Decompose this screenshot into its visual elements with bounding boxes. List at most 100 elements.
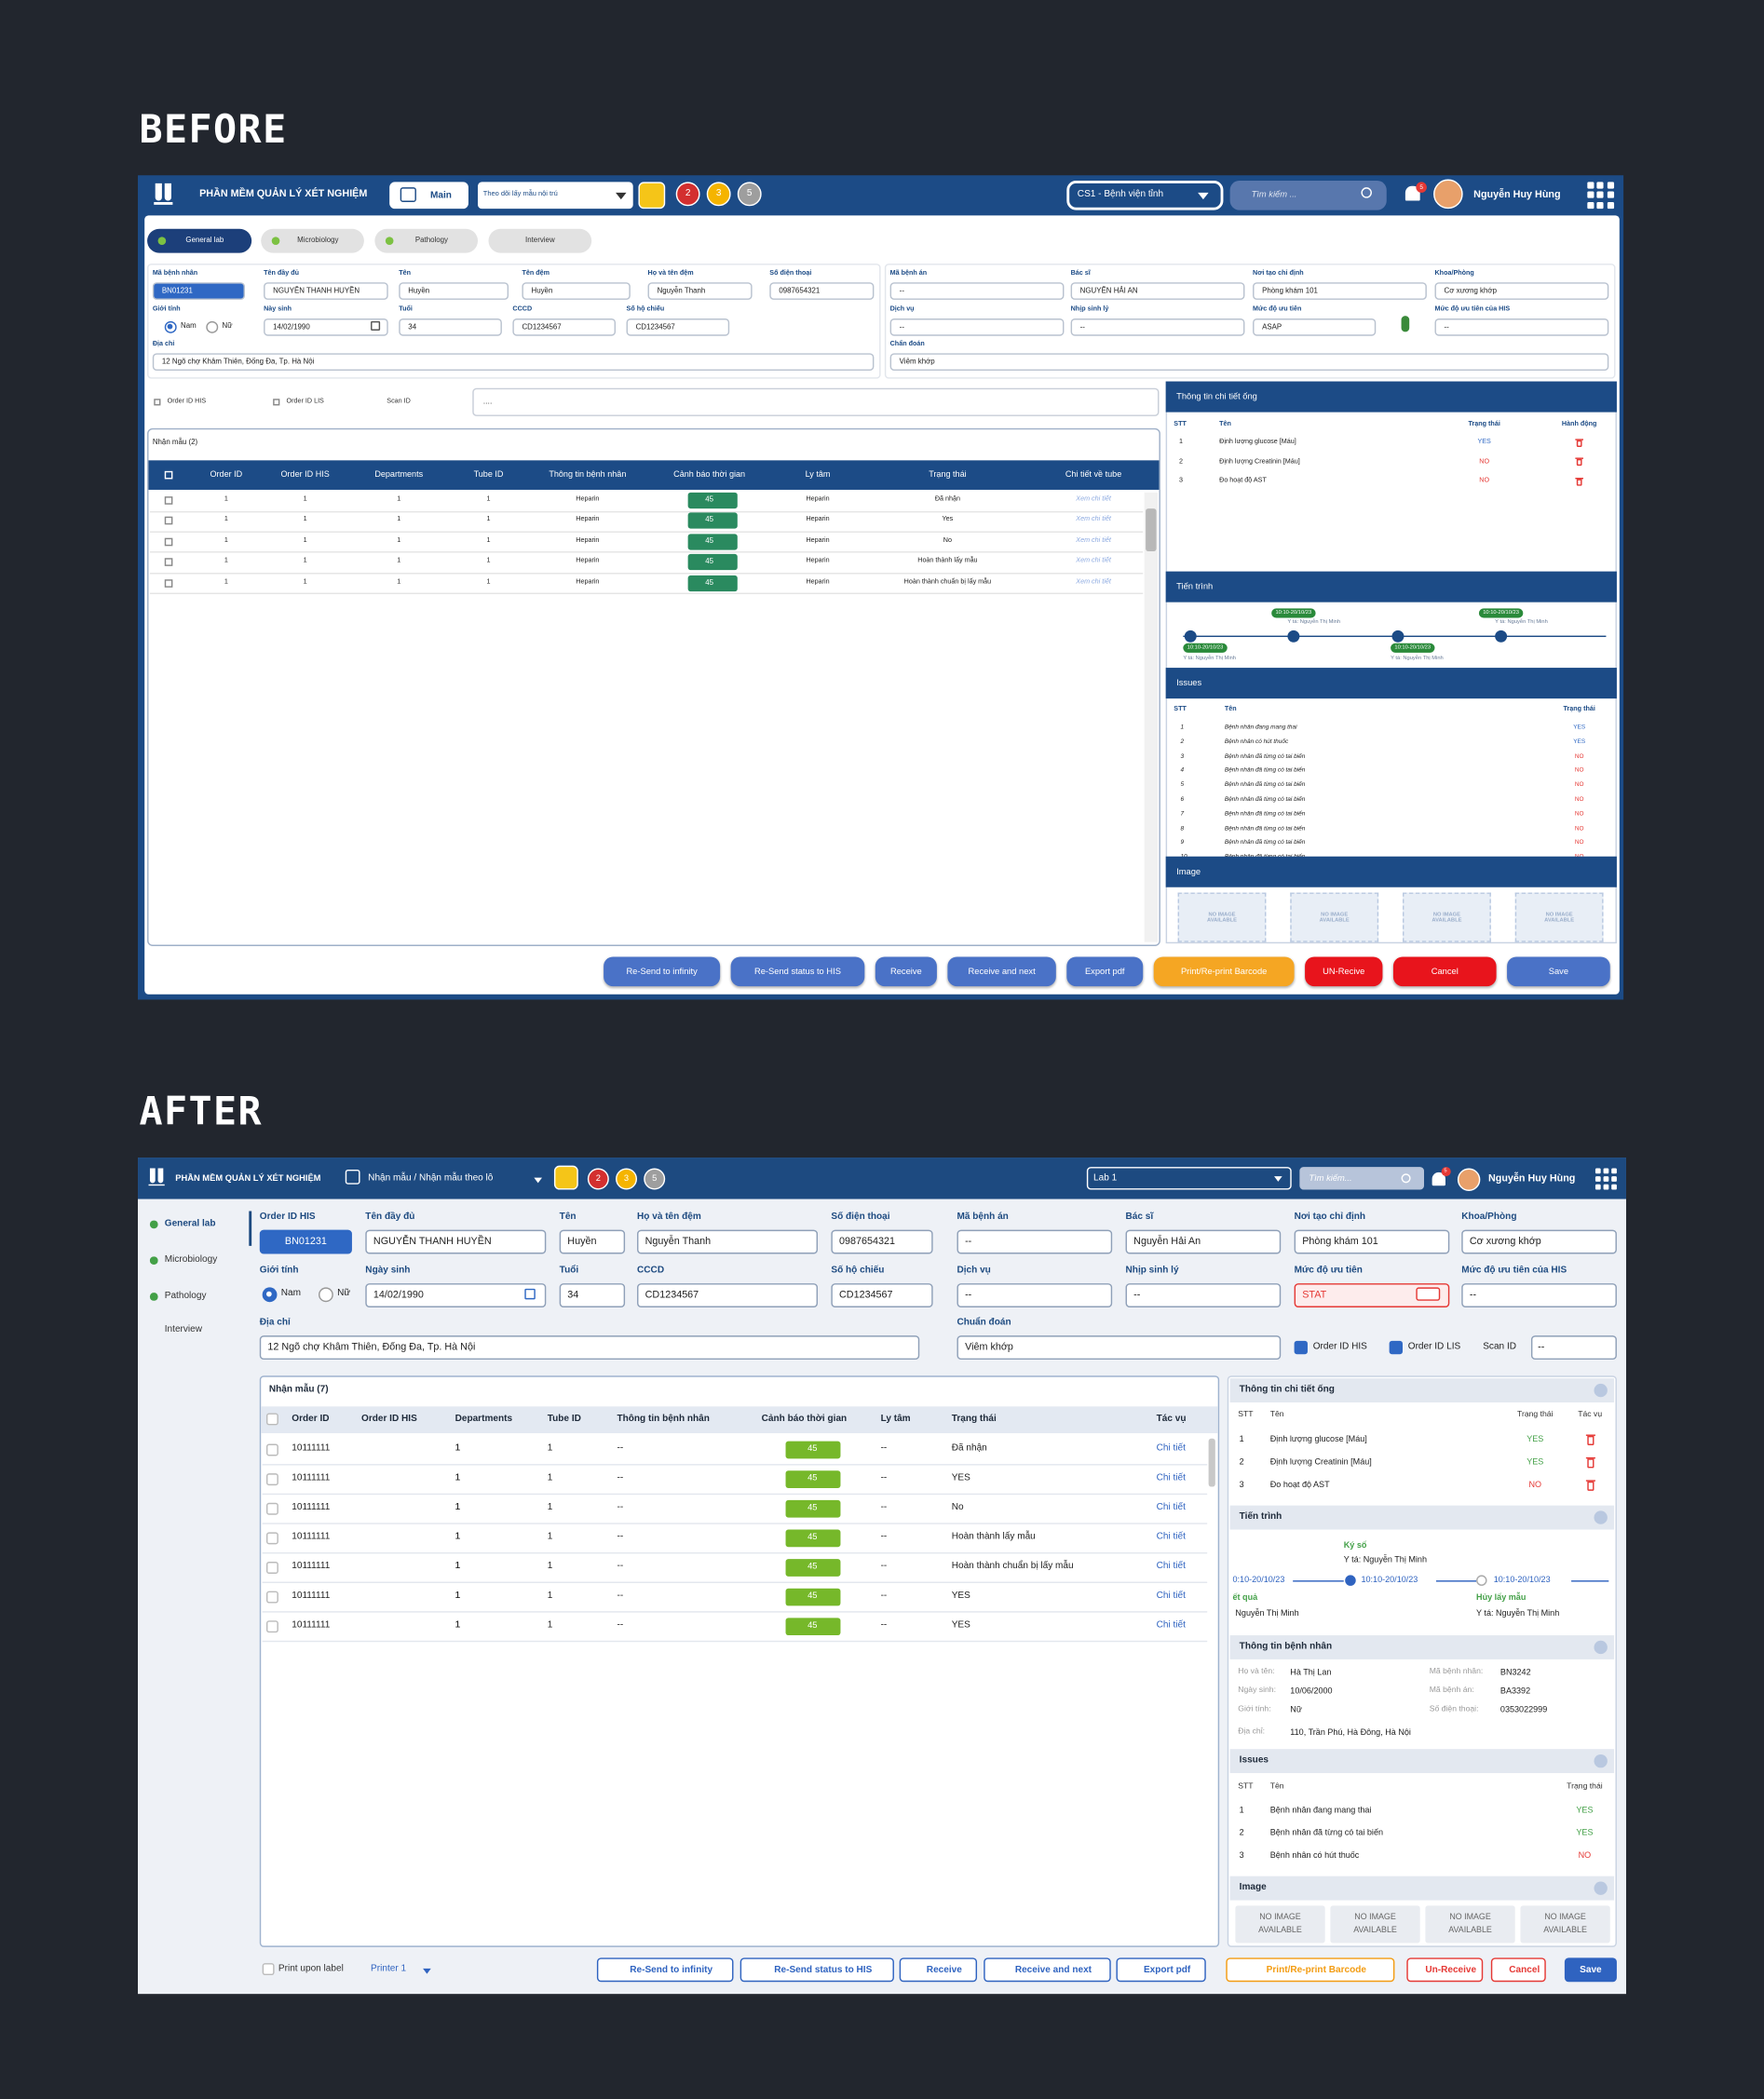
checkbox[interactable] — [265, 1413, 278, 1426]
field-input[interactable] — [647, 282, 753, 300]
favorite-button[interactable] — [638, 182, 666, 210]
detail-link[interactable]: Chi tiết — [1156, 1502, 1186, 1512]
field-input[interactable] — [152, 282, 245, 300]
field-input[interactable] — [1461, 1283, 1617, 1307]
button[interactable]: Re-Send to infinity — [596, 1957, 734, 1983]
checkbox-checked[interactable] — [1389, 1340, 1404, 1355]
field-input[interactable] — [1253, 318, 1377, 336]
field-input[interactable] — [769, 282, 875, 300]
field-input[interactable] — [1125, 1229, 1282, 1254]
checkbox[interactable] — [164, 470, 173, 480]
checkbox[interactable] — [164, 537, 173, 547]
sidebar-tab[interactable]: General lab — [164, 1219, 216, 1229]
checkbox-checked[interactable] — [1294, 1340, 1308, 1355]
button[interactable]: Re-Send to infinity — [604, 956, 721, 987]
field-input[interactable] — [399, 318, 502, 336]
checkbox[interactable] — [154, 399, 161, 406]
delete-icon[interactable] — [1586, 1435, 1594, 1445]
button[interactable]: Save — [1507, 956, 1610, 987]
lab-dropdown[interactable] — [1086, 1167, 1292, 1190]
field-input[interactable] — [1125, 1283, 1282, 1307]
detail-link[interactable]: Chi tiết — [1156, 1473, 1186, 1483]
button[interactable]: Cancel — [1490, 1957, 1546, 1983]
button[interactable]: Re-Send status to HIS — [730, 956, 865, 987]
field-input[interactable] — [259, 1335, 920, 1361]
field-input[interactable] — [1253, 282, 1427, 300]
sidebar-tab[interactable]: Interview — [164, 1324, 203, 1334]
field-input[interactable] — [259, 1229, 352, 1254]
detail-link[interactable]: Xem chi tiết — [1076, 515, 1111, 524]
button[interactable]: Print/Re-print Barcode — [1153, 956, 1295, 987]
delete-icon[interactable] — [1586, 1458, 1594, 1468]
field-input[interactable] — [559, 1229, 626, 1254]
field-input[interactable] — [1434, 318, 1609, 336]
scan-input[interactable] — [472, 387, 1160, 416]
detail-link[interactable]: Chi tiết — [1156, 1620, 1186, 1631]
checkbox[interactable] — [265, 1502, 278, 1514]
delete-icon[interactable] — [1576, 478, 1582, 486]
checkbox[interactable] — [265, 1531, 278, 1544]
checkbox[interactable] — [265, 1590, 278, 1603]
detail-link[interactable]: Xem chi tiết — [1076, 557, 1111, 565]
field-input[interactable] — [957, 1283, 1113, 1307]
button[interactable]: Re-Send status to HIS — [740, 1957, 894, 1983]
checkbox[interactable] — [262, 1963, 275, 1976]
field-input[interactable] — [522, 282, 631, 300]
button[interactable]: Export pdf — [1116, 1957, 1206, 1983]
field-input[interactable] — [831, 1283, 933, 1307]
field-input[interactable] — [365, 1283, 547, 1307]
checkbox[interactable] — [164, 558, 173, 567]
field-input[interactable] — [889, 282, 1065, 300]
field-input[interactable] — [889, 318, 1065, 336]
field-input[interactable] — [512, 318, 617, 336]
detail-link[interactable]: Chi tiết — [1156, 1532, 1186, 1542]
detail-link[interactable]: Chi tiết — [1156, 1591, 1186, 1601]
main-button[interactable]: Main — [389, 182, 468, 210]
view-dropdown[interactable] — [478, 182, 633, 210]
button[interactable]: Receive and next — [947, 956, 1056, 987]
detail-link[interactable]: Xem chi tiết — [1076, 577, 1111, 587]
notification-bell[interactable] — [1432, 1171, 1445, 1186]
field-input[interactable] — [365, 1229, 547, 1254]
favorite-button[interactable] — [553, 1165, 578, 1190]
checkbox[interactable] — [273, 399, 280, 406]
site-dropdown[interactable] — [1066, 180, 1224, 210]
detail-link[interactable]: Xem chi tiết — [1076, 536, 1111, 545]
button[interactable]: Receive and next — [984, 1957, 1111, 1983]
checkbox[interactable] — [265, 1472, 278, 1485]
button[interactable]: Export pdf — [1066, 956, 1144, 987]
button[interactable]: UN-Recive — [1305, 956, 1383, 987]
field-input[interactable] — [559, 1283, 626, 1307]
checkbox[interactable] — [265, 1561, 278, 1574]
button[interactable]: Cancel — [1392, 956, 1497, 987]
detail-link[interactable]: Chi tiết — [1156, 1443, 1186, 1454]
sidebar-tab[interactable]: Pathology — [164, 1291, 207, 1301]
checkbox[interactable] — [265, 1442, 278, 1456]
checkbox[interactable] — [265, 1619, 278, 1632]
field-input[interactable] — [957, 1229, 1113, 1254]
checkbox[interactable] — [164, 496, 173, 505]
field-input[interactable] — [1434, 282, 1609, 300]
field-input[interactable] — [831, 1229, 933, 1254]
button[interactable]: Save — [1564, 1957, 1617, 1983]
field-input[interactable] — [626, 318, 730, 336]
delete-icon[interactable] — [1576, 459, 1582, 467]
delete-icon[interactable] — [1576, 440, 1582, 447]
field-input[interactable] — [1294, 1229, 1450, 1254]
checkbox[interactable] — [164, 517, 173, 525]
detail-link[interactable]: Chi tiết — [1156, 1561, 1186, 1572]
delete-icon[interactable] — [1586, 1481, 1594, 1491]
field-input[interactable] — [264, 318, 388, 336]
button[interactable]: Un-Receive — [1406, 1957, 1484, 1983]
field-input[interactable] — [264, 282, 388, 300]
button[interactable]: Print/Re-print Barcode — [1226, 1957, 1395, 1983]
sidebar-tab[interactable]: Microbiology — [164, 1254, 218, 1265]
field-input[interactable] — [1070, 318, 1245, 336]
field-input[interactable] — [637, 1283, 819, 1307]
printer-dropdown[interactable]: Printer 1 — [371, 1964, 407, 1974]
detail-link[interactable]: Xem chi tiết — [1076, 494, 1111, 504]
field-input[interactable] — [1070, 282, 1245, 300]
button[interactable]: Receive — [875, 956, 937, 987]
tab[interactable] — [488, 228, 592, 253]
field-input[interactable] — [1461, 1229, 1617, 1254]
